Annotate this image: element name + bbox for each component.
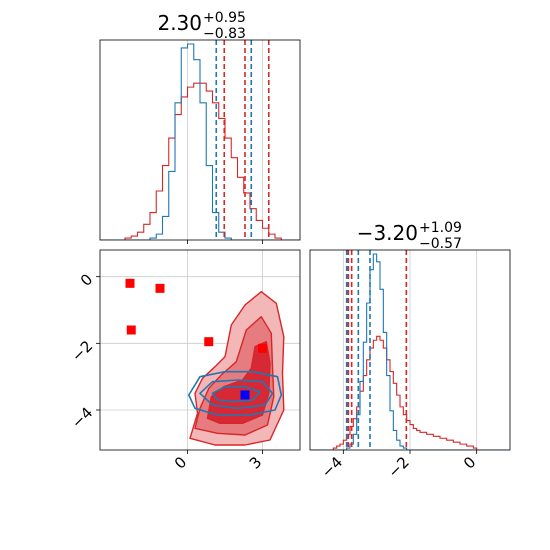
joint-ytick-label-1: −2 — [68, 337, 96, 365]
joint-ytick-label-2: −4 — [68, 404, 96, 432]
top-hist-red — [100, 82, 300, 240]
top-title-sup: +0.95 — [203, 10, 246, 26]
right-xtick-label-2: 0 — [460, 453, 479, 472]
top-hist-panel: 2.30 +0.95 −0.83 — [99, 10, 301, 241]
top-title-main: 2.30 — [157, 11, 202, 35]
top-hist-plot — [100, 40, 300, 240]
joint-xtick-label-1: 3 — [246, 453, 265, 472]
blue-marker-0 — [240, 390, 250, 400]
top-hist-grid — [187, 40, 263, 240]
right-hist-blue — [310, 253, 510, 450]
blue-contour-outer — [188, 370, 283, 416]
blue-contour-inner — [211, 385, 261, 403]
right-hist-plot — [310, 250, 510, 450]
right-hist-panel: −3.20 +1.09 −0.57 — [309, 220, 511, 451]
red-marker-1 — [155, 283, 165, 293]
red-marker-2 — [126, 325, 136, 335]
joint-panel — [99, 249, 301, 451]
right-xtick-label-0: −4 — [318, 453, 346, 481]
top-title-sub: −0.83 — [203, 26, 246, 42]
right-hist-grid — [342, 250, 478, 450]
right-title-sub: −0.57 — [419, 236, 462, 252]
top-hist-frame — [99, 39, 301, 241]
right-title-sup: +1.09 — [419, 220, 462, 236]
top-hist-blue — [100, 43, 300, 240]
right-xtick-label-1: −2 — [384, 453, 412, 481]
joint-plot — [125, 278, 285, 446]
right-title-main: −3.20 — [357, 221, 418, 245]
blue-contour-middle — [199, 379, 274, 410]
joint-xtick-label-0: 0 — [171, 453, 190, 472]
joint-frame — [99, 249, 301, 451]
red-marker-4 — [258, 343, 267, 353]
red-marker-3 — [204, 337, 214, 347]
red-marker-0 — [125, 278, 135, 288]
joint-ytick-label-0: 0 — [77, 270, 96, 289]
